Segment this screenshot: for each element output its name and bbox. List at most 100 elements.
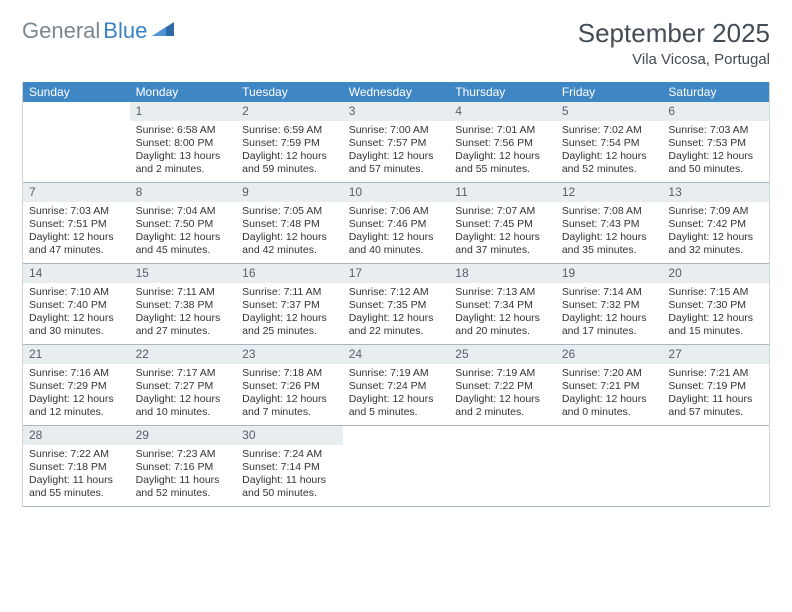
location: Vila Vicosa, Portugal <box>578 51 770 68</box>
day-number: 11 <box>449 183 556 202</box>
day-text: Sunrise: 7:02 AMSunset: 7:54 PMDaylight:… <box>556 121 663 182</box>
day-text: Sunrise: 7:03 AMSunset: 7:51 PMDaylight:… <box>23 202 130 263</box>
day-number: 10 <box>343 183 450 202</box>
daylight-text: Daylight: 12 hours and 27 minutes. <box>136 312 231 338</box>
day-cell: 20Sunrise: 7:15 AMSunset: 7:30 PMDayligh… <box>662 264 769 344</box>
sunset-text: Sunset: 7:16 PM <box>136 461 231 474</box>
day-header: Thursday <box>449 82 556 102</box>
logo-text-1: General <box>22 18 100 44</box>
daylight-text: Daylight: 12 hours and 7 minutes. <box>242 393 337 419</box>
daylight-text: Daylight: 12 hours and 37 minutes. <box>455 231 550 257</box>
daylight-text: Daylight: 12 hours and 15 minutes. <box>668 312 763 338</box>
day-cell: 27Sunrise: 7:21 AMSunset: 7:19 PMDayligh… <box>662 345 769 425</box>
sunset-text: Sunset: 7:30 PM <box>668 299 763 312</box>
day-number: 3 <box>343 102 450 121</box>
calendar: Sunday Monday Tuesday Wednesday Thursday… <box>22 82 770 507</box>
day-text: Sunrise: 7:18 AMSunset: 7:26 PMDaylight:… <box>236 364 343 425</box>
day-header: Sunday <box>23 82 130 102</box>
sunrise-text: Sunrise: 6:58 AM <box>136 124 231 137</box>
sunrise-text: Sunrise: 7:19 AM <box>455 367 550 380</box>
day-cell: 13Sunrise: 7:09 AMSunset: 7:42 PMDayligh… <box>662 183 769 263</box>
day-number: 5 <box>556 102 663 121</box>
month-title: September 2025 <box>578 18 770 49</box>
daylight-text: Daylight: 11 hours and 50 minutes. <box>242 474 337 500</box>
daylight-text: Daylight: 12 hours and 17 minutes. <box>562 312 657 338</box>
day-number: 22 <box>130 345 237 364</box>
daylight-text: Daylight: 12 hours and 0 minutes. <box>562 393 657 419</box>
day-cell: 8Sunrise: 7:04 AMSunset: 7:50 PMDaylight… <box>130 183 237 263</box>
sunrise-text: Sunrise: 7:03 AM <box>29 205 124 218</box>
sunrise-text: Sunrise: 7:19 AM <box>349 367 444 380</box>
day-cell: 18Sunrise: 7:13 AMSunset: 7:34 PMDayligh… <box>449 264 556 344</box>
day-number: 8 <box>130 183 237 202</box>
sunset-text: Sunset: 7:26 PM <box>242 380 337 393</box>
sunrise-text: Sunrise: 7:18 AM <box>242 367 337 380</box>
daylight-text: Daylight: 12 hours and 52 minutes. <box>562 150 657 176</box>
day-cell: 9Sunrise: 7:05 AMSunset: 7:48 PMDaylight… <box>236 183 343 263</box>
day-header-row: Sunday Monday Tuesday Wednesday Thursday… <box>23 82 769 102</box>
day-number: 29 <box>130 426 237 445</box>
day-number: 19 <box>556 264 663 283</box>
day-cell: 5Sunrise: 7:02 AMSunset: 7:54 PMDaylight… <box>556 102 663 182</box>
sunset-text: Sunset: 7:32 PM <box>562 299 657 312</box>
header: GeneralBlue September 2025 Vila Vicosa, … <box>22 18 770 68</box>
sunrise-text: Sunrise: 7:09 AM <box>668 205 763 218</box>
sunrise-text: Sunrise: 7:01 AM <box>455 124 550 137</box>
day-text: Sunrise: 7:03 AMSunset: 7:53 PMDaylight:… <box>662 121 769 182</box>
day-text: Sunrise: 7:13 AMSunset: 7:34 PMDaylight:… <box>449 283 556 344</box>
logo: GeneralBlue <box>22 18 174 44</box>
day-text: Sunrise: 7:23 AMSunset: 7:16 PMDaylight:… <box>130 445 237 506</box>
day-text: Sunrise: 7:07 AMSunset: 7:45 PMDaylight:… <box>449 202 556 263</box>
daylight-text: Daylight: 12 hours and 32 minutes. <box>668 231 763 257</box>
daylight-text: Daylight: 12 hours and 45 minutes. <box>136 231 231 257</box>
day-cell: 28Sunrise: 7:22 AMSunset: 7:18 PMDayligh… <box>23 426 130 506</box>
day-cell: 10Sunrise: 7:06 AMSunset: 7:46 PMDayligh… <box>343 183 450 263</box>
day-text: Sunrise: 7:04 AMSunset: 7:50 PMDaylight:… <box>130 202 237 263</box>
day-cell: 11Sunrise: 7:07 AMSunset: 7:45 PMDayligh… <box>449 183 556 263</box>
day-cell: 21Sunrise: 7:16 AMSunset: 7:29 PMDayligh… <box>23 345 130 425</box>
daylight-text: Daylight: 12 hours and 40 minutes. <box>349 231 444 257</box>
day-number: 18 <box>449 264 556 283</box>
day-text: Sunrise: 7:12 AMSunset: 7:35 PMDaylight:… <box>343 283 450 344</box>
weeks-container: 1Sunrise: 6:58 AMSunset: 8:00 PMDaylight… <box>23 102 769 507</box>
daylight-text: Daylight: 12 hours and 20 minutes. <box>455 312 550 338</box>
sunset-text: Sunset: 7:35 PM <box>349 299 444 312</box>
day-number: 27 <box>662 345 769 364</box>
daylight-text: Daylight: 12 hours and 50 minutes. <box>668 150 763 176</box>
sunset-text: Sunset: 7:29 PM <box>29 380 124 393</box>
week-row: 21Sunrise: 7:16 AMSunset: 7:29 PMDayligh… <box>23 345 769 426</box>
day-cell: 2Sunrise: 6:59 AMSunset: 7:59 PMDaylight… <box>236 102 343 182</box>
day-number: 24 <box>343 345 450 364</box>
day-cell: 12Sunrise: 7:08 AMSunset: 7:43 PMDayligh… <box>556 183 663 263</box>
title-block: September 2025 Vila Vicosa, Portugal <box>578 18 770 68</box>
sunset-text: Sunset: 7:51 PM <box>29 218 124 231</box>
day-cell: 16Sunrise: 7:11 AMSunset: 7:37 PMDayligh… <box>236 264 343 344</box>
sunset-text: Sunset: 7:38 PM <box>136 299 231 312</box>
day-text: Sunrise: 7:14 AMSunset: 7:32 PMDaylight:… <box>556 283 663 344</box>
day-number: 15 <box>130 264 237 283</box>
day-number: 25 <box>449 345 556 364</box>
sunset-text: Sunset: 7:34 PM <box>455 299 550 312</box>
day-text: Sunrise: 7:11 AMSunset: 7:37 PMDaylight:… <box>236 283 343 344</box>
day-text: Sunrise: 7:21 AMSunset: 7:19 PMDaylight:… <box>662 364 769 425</box>
day-cell <box>449 426 556 506</box>
day-text: Sunrise: 6:59 AMSunset: 7:59 PMDaylight:… <box>236 121 343 182</box>
day-cell: 4Sunrise: 7:01 AMSunset: 7:56 PMDaylight… <box>449 102 556 182</box>
sunrise-text: Sunrise: 7:22 AM <box>29 448 124 461</box>
sunrise-text: Sunrise: 7:14 AM <box>562 286 657 299</box>
sunset-text: Sunset: 7:18 PM <box>29 461 124 474</box>
sunrise-text: Sunrise: 7:16 AM <box>29 367 124 380</box>
daylight-text: Daylight: 12 hours and 59 minutes. <box>242 150 337 176</box>
sunset-text: Sunset: 7:50 PM <box>136 218 231 231</box>
sunset-text: Sunset: 8:00 PM <box>136 137 231 150</box>
daylight-text: Daylight: 12 hours and 25 minutes. <box>242 312 337 338</box>
sunset-text: Sunset: 7:14 PM <box>242 461 337 474</box>
sunset-text: Sunset: 7:45 PM <box>455 218 550 231</box>
day-cell: 24Sunrise: 7:19 AMSunset: 7:24 PMDayligh… <box>343 345 450 425</box>
sunrise-text: Sunrise: 7:12 AM <box>349 286 444 299</box>
day-number: 14 <box>23 264 130 283</box>
day-text: Sunrise: 7:00 AMSunset: 7:57 PMDaylight:… <box>343 121 450 182</box>
sunrise-text: Sunrise: 7:13 AM <box>455 286 550 299</box>
daylight-text: Daylight: 12 hours and 22 minutes. <box>349 312 444 338</box>
daylight-text: Daylight: 12 hours and 5 minutes. <box>349 393 444 419</box>
